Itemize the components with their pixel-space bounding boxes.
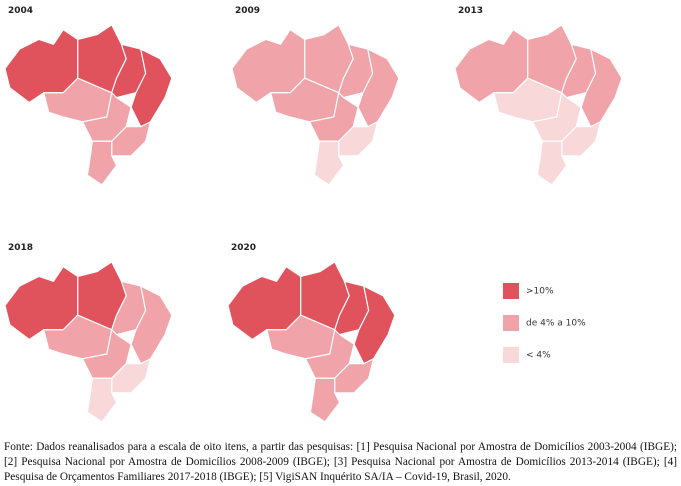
brazil-map (231, 24, 400, 186)
brazil-map (4, 24, 173, 186)
map-year: 2009 (235, 6, 260, 16)
map-year: 2018 (8, 243, 33, 253)
region (86, 377, 118, 423)
brazil-map (227, 261, 396, 423)
maps-figure: 2004 2009 2013 2018 2020 >10% de 4% a 10% < 4% (4, 6, 623, 423)
legend-swatch (503, 347, 519, 363)
map-year: 2004 (8, 6, 33, 16)
region (86, 140, 118, 186)
region (309, 377, 341, 423)
map-year: 2020 (231, 243, 256, 253)
region (313, 140, 345, 186)
legend-label: < 4% (526, 351, 551, 361)
legend-label: de 4% a 10% (526, 319, 586, 329)
legend-label: >10% (526, 287, 554, 297)
brazil-map (454, 24, 623, 186)
legend-swatch (503, 283, 519, 299)
region (536, 140, 568, 186)
brazil-map (4, 261, 173, 423)
map-year: 2013 (458, 6, 483, 16)
source-note: Fonte: Dados reanalisados para a escala … (4, 441, 677, 483)
legend-swatch (503, 315, 519, 331)
